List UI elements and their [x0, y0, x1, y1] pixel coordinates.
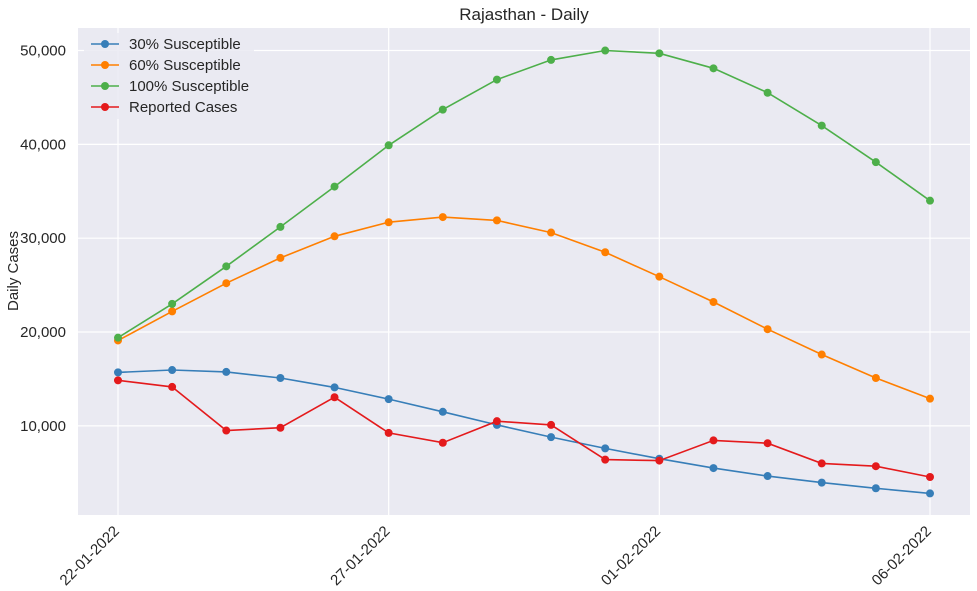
data-point [547, 420, 556, 429]
x-tick-labels: 22-01-2022 27-01-2022 01-02-2022 06-02-2022 [57, 523, 935, 589]
x-tick-label: 01-02-2022 [598, 523, 664, 589]
data-point [763, 325, 772, 334]
data-point [222, 426, 231, 435]
data-point [763, 439, 772, 448]
y-axis-label: Daily Cases [5, 231, 22, 311]
legend-marker [101, 61, 109, 69]
legend-label: 30% Susceptible [129, 36, 241, 53]
data-point [384, 218, 393, 227]
data-point [384, 428, 393, 437]
data-point [276, 222, 285, 231]
legend-item: Reported Cases [91, 99, 237, 116]
legend-label: Reported Cases [129, 99, 237, 116]
data-point [601, 46, 610, 55]
series-line [117, 49, 931, 339]
x-tick-label: 06-02-2022 [869, 523, 935, 589]
x-tick-label: 22-01-2022 [57, 523, 123, 589]
x-tick-label: 27-01-2022 [327, 523, 393, 589]
series-line [117, 216, 931, 400]
data-point [276, 374, 285, 383]
data-point [817, 121, 826, 130]
data-point [384, 141, 393, 150]
data-point [817, 459, 826, 468]
legend-box [84, 33, 254, 119]
legend: 30% Susceptible 60% Susceptible 100% Susce… [84, 33, 254, 119]
y-tick-label: 40,000 [20, 136, 66, 153]
series-line [117, 369, 931, 495]
data-point [601, 455, 610, 464]
data-point [384, 395, 393, 404]
data-point [438, 438, 447, 447]
data-point [871, 462, 880, 471]
legend-item: 60% Susceptible [91, 57, 241, 74]
data-point [926, 489, 934, 498]
data-point [168, 307, 177, 316]
data-point [547, 433, 556, 442]
legend-marker [101, 82, 109, 90]
data-point [709, 64, 718, 73]
chart-title: Rajasthan - Daily [459, 5, 589, 24]
data-point [763, 472, 772, 481]
data-point [601, 444, 610, 453]
series-line [117, 379, 931, 478]
y-tick-label: 20,000 [20, 324, 66, 341]
data-point [871, 484, 880, 493]
data-point [330, 232, 339, 241]
data-point [492, 75, 501, 84]
legend-item: 100% Susceptible [91, 78, 249, 95]
data-point [492, 417, 501, 426]
legend-label: 100% Susceptible [129, 78, 249, 95]
data-point [276, 253, 285, 262]
data-point [222, 279, 231, 288]
series-layer [114, 46, 934, 498]
data-point [114, 376, 122, 385]
y-tick-label: 50,000 [20, 43, 66, 60]
series-30-susceptible [114, 366, 934, 498]
data-point [168, 366, 177, 375]
data-point [709, 464, 718, 473]
data-point [926, 196, 934, 205]
data-point [222, 367, 231, 376]
data-point [926, 472, 934, 481]
series-reported-cases [114, 376, 934, 481]
data-point [871, 158, 880, 167]
legend-marker [101, 40, 109, 48]
data-point [763, 88, 772, 97]
data-point [871, 374, 880, 383]
legend-marker [101, 103, 109, 111]
y-tick-label: 30,000 [20, 230, 66, 247]
data-point [276, 423, 285, 432]
data-point [709, 436, 718, 445]
data-point [926, 394, 934, 403]
y-tick-labels: 10,000 20,000 30,000 40,000 50,000 [20, 43, 66, 435]
data-point [114, 368, 122, 377]
data-point [330, 383, 339, 392]
data-point [330, 182, 339, 191]
data-point [168, 382, 177, 391]
data-point [601, 248, 610, 257]
data-point [655, 272, 664, 281]
data-point [655, 49, 664, 58]
legend-label: 60% Susceptible [129, 57, 241, 74]
series-100-susceptible [114, 46, 934, 342]
data-point [168, 299, 177, 308]
data-point [547, 55, 556, 64]
data-point [709, 297, 718, 306]
data-point [655, 456, 664, 465]
data-point [438, 407, 447, 416]
data-point [817, 478, 826, 487]
data-point [438, 213, 447, 222]
data-point [114, 333, 122, 342]
data-point [547, 228, 556, 237]
data-point [222, 262, 231, 271]
data-point [817, 350, 826, 359]
data-point [492, 216, 501, 225]
data-point [438, 105, 447, 114]
y-tick-label: 10,000 [20, 418, 66, 435]
legend-item: 30% Susceptible [91, 36, 241, 53]
data-point [330, 393, 339, 402]
